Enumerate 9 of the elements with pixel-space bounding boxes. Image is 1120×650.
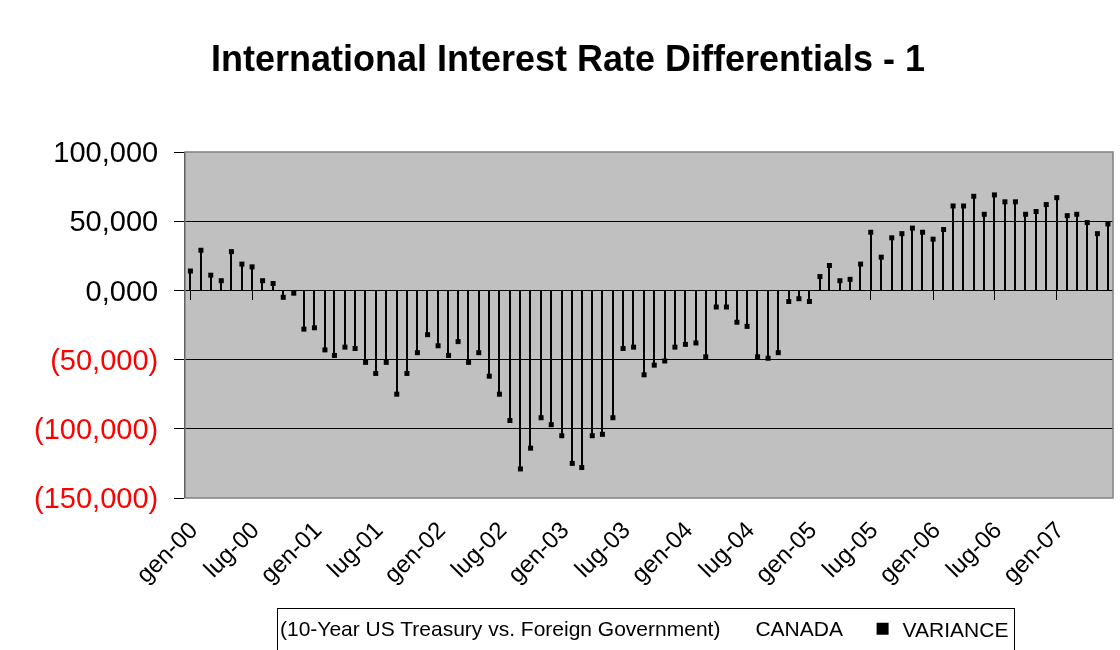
y-tick-label: (150,000) <box>34 482 159 515</box>
y-tick-label: 100,000 <box>53 136 159 169</box>
y-tick-label: (50,000) <box>50 343 159 376</box>
y-tick-label: (100,000) <box>34 412 159 445</box>
legend-title: (10-Year US Treasury vs. Foreign Government) CANADA <box>280 616 855 640</box>
y-tick-label: 50,000 <box>69 205 159 238</box>
chart-title: International Interest Rate Differentials - 1 <box>210 37 926 79</box>
y-tick-label: 0,000 <box>85 274 159 307</box>
legend-label: VARIANCE <box>902 617 1009 641</box>
